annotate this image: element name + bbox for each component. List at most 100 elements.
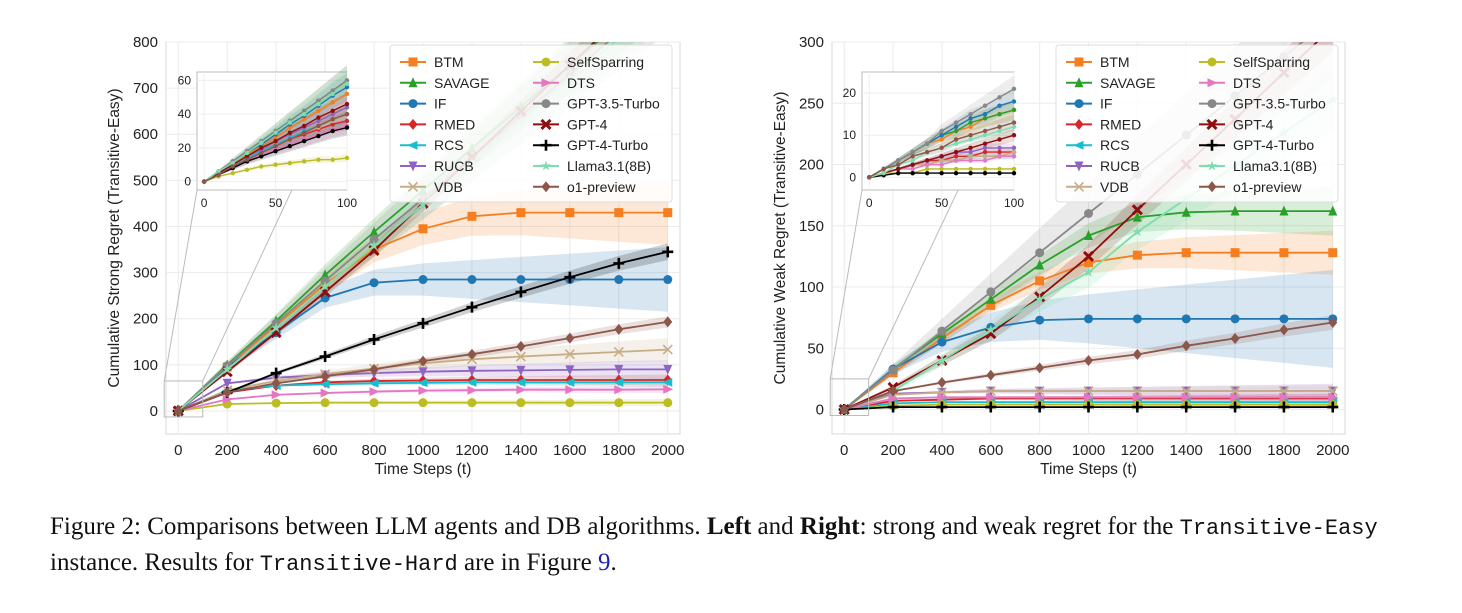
legend-marker-dts	[1207, 78, 1218, 88]
inset-point-rucb	[997, 145, 1002, 151]
point-o1-preview	[1181, 340, 1191, 352]
x-tick-label: 1200	[1121, 442, 1154, 459]
x-tick-label: 400	[929, 442, 954, 459]
legend-marker-gpt-4	[1206, 118, 1218, 130]
y-tick-label: 250	[799, 95, 824, 112]
x-tick-label: 1800	[602, 442, 635, 459]
inset-point-llama3-1-8b	[230, 160, 235, 166]
inset-y-tick-label: 0	[184, 175, 191, 189]
point-gpt-3-5-turbo	[888, 365, 898, 375]
legend-box	[389, 44, 673, 203]
inset-band-selfsparring	[869, 167, 1014, 178]
legend-marker-if	[1074, 99, 1084, 109]
point-btm	[1132, 250, 1142, 260]
legend-label-vdb: VDB	[434, 179, 463, 195]
inset-point-rucb	[968, 149, 973, 155]
inset-point-gpt-3-5-turbo	[982, 103, 988, 108]
inset-y-tick-label: 40	[178, 107, 192, 121]
x-tick-label: 2000	[651, 442, 684, 459]
inset-point-o1-preview	[895, 162, 901, 167]
inset-point-o1-preview	[881, 166, 886, 172]
point-btm	[1035, 276, 1045, 286]
inset-point-if	[1011, 99, 1017, 104]
band-if	[844, 269, 1333, 410]
point-rcs	[417, 378, 428, 388]
legend-label-selfsparring: SelfSparring	[567, 54, 644, 70]
point-o1-preview	[1279, 324, 1289, 336]
inset-point-gpt-4	[273, 138, 278, 144]
inset-point-gpt-4-turbo	[924, 170, 930, 176]
legend-label-rucb: RUCB	[434, 158, 474, 174]
legend-label-rmed: RMED	[1100, 116, 1141, 132]
point-vdb	[613, 346, 624, 357]
inset-point-rmed	[330, 122, 335, 127]
point-gpt-4	[1131, 204, 1143, 216]
inset-point-gpt-4	[244, 154, 250, 159]
legend-marker-dts	[541, 78, 552, 88]
inset-point-gpt-3-5-turbo	[910, 149, 915, 155]
inset-point-gpt-4	[287, 130, 293, 135]
legend-label-rmed: RMED	[434, 116, 475, 132]
inset-point-llama3-1-8b	[1011, 124, 1017, 129]
point-llama3-1-8b	[1083, 266, 1094, 277]
point-dts	[1279, 392, 1290, 402]
y-tick-label: 100	[133, 357, 158, 374]
point-gpt-3-5-turbo	[320, 276, 330, 286]
inset-point-gpt-3-5-turbo	[924, 141, 930, 146]
point-o1-preview	[1132, 348, 1142, 360]
inset-point-selfsparring	[953, 166, 959, 172]
point-o1-preview	[663, 316, 673, 328]
legend-box	[1055, 44, 1339, 203]
legend-marker-gpt-4-turbo	[1206, 139, 1218, 151]
legend-marker-vdb	[1073, 181, 1085, 192]
point-gpt-4-turbo	[1131, 401, 1143, 413]
inset-point-gpt-3-5-turbo	[1011, 86, 1017, 92]
inset-point-gpt-4-turbo	[939, 170, 944, 176]
inset-point-llama3-1-8b	[273, 130, 278, 135]
inset-point-o1-preview	[330, 117, 335, 122]
inset-point-vdb	[1011, 149, 1017, 155]
legend-label-rcs: RCS	[1100, 137, 1130, 153]
inset-y-tick-label: 0	[849, 170, 856, 184]
caption-instance-easy: Transitive-Easy	[1179, 516, 1378, 541]
legend: BTM SAVAGE IF RMED RCS RUCB VDB SelfSparring DTS…	[1055, 44, 1339, 203]
point-gpt-3-5-turbo	[369, 234, 379, 244]
point-gpt-4-turbo	[662, 246, 674, 258]
point-llama3-1-8b	[663, 0, 674, 1]
point-savage	[614, 18, 623, 28]
inset-point-llama3-1-8b	[344, 81, 350, 87]
inset-point-o1-preview	[244, 157, 250, 162]
inset-point-gpt-4-turbo	[997, 170, 1002, 176]
y-axis-label: Cumulative Strong Regret (Transitive-Eas…	[106, 88, 123, 387]
caption-figure-link[interactable]: 9	[597, 549, 611, 576]
point-dts	[986, 392, 997, 402]
legend-label-llama3-1-8b: Llama3.1(8B)	[567, 158, 651, 174]
point-if	[369, 278, 379, 288]
inset-point-llama3-1-8b	[216, 169, 221, 174]
legend-label-llama3-1-8b: Llama3.1(8B)	[1233, 158, 1317, 174]
inset-point-btm	[939, 137, 944, 142]
inset-point-gpt-4	[968, 145, 973, 151]
legend-marker-if	[408, 99, 418, 109]
caption-mid2: instance. Results for	[50, 549, 260, 576]
inset-point-vdb	[939, 158, 944, 163]
legend-marker-rucb	[1074, 161, 1084, 172]
legend-marker-savage	[408, 77, 418, 88]
point-o1-preview	[937, 377, 947, 389]
inset-x-tick-label: 100	[1004, 196, 1024, 210]
point-selfsparring	[369, 398, 379, 408]
caption-mid3: are in Figure	[457, 549, 598, 576]
inset-point-llama3-1-8b	[316, 101, 321, 107]
inset-point-o1-preview	[301, 130, 307, 135]
inset-point-selfsparring	[316, 157, 321, 162]
point-rucb	[614, 364, 624, 375]
legend-label-gpt-4: GPT-4	[1233, 116, 1274, 132]
inset-point-dts	[939, 162, 944, 167]
legend-label-gpt-3-5-turbo: GPT-3.5-Turbo	[567, 96, 660, 112]
point-btm	[663, 208, 673, 218]
inset-point-dts	[982, 158, 988, 163]
inset-point-gpt-3-5-turbo	[344, 78, 350, 83]
point-rcs	[515, 377, 526, 387]
inset-point-llama3-1-8b	[330, 91, 335, 97]
point-gpt-3-5-turbo	[986, 287, 996, 297]
